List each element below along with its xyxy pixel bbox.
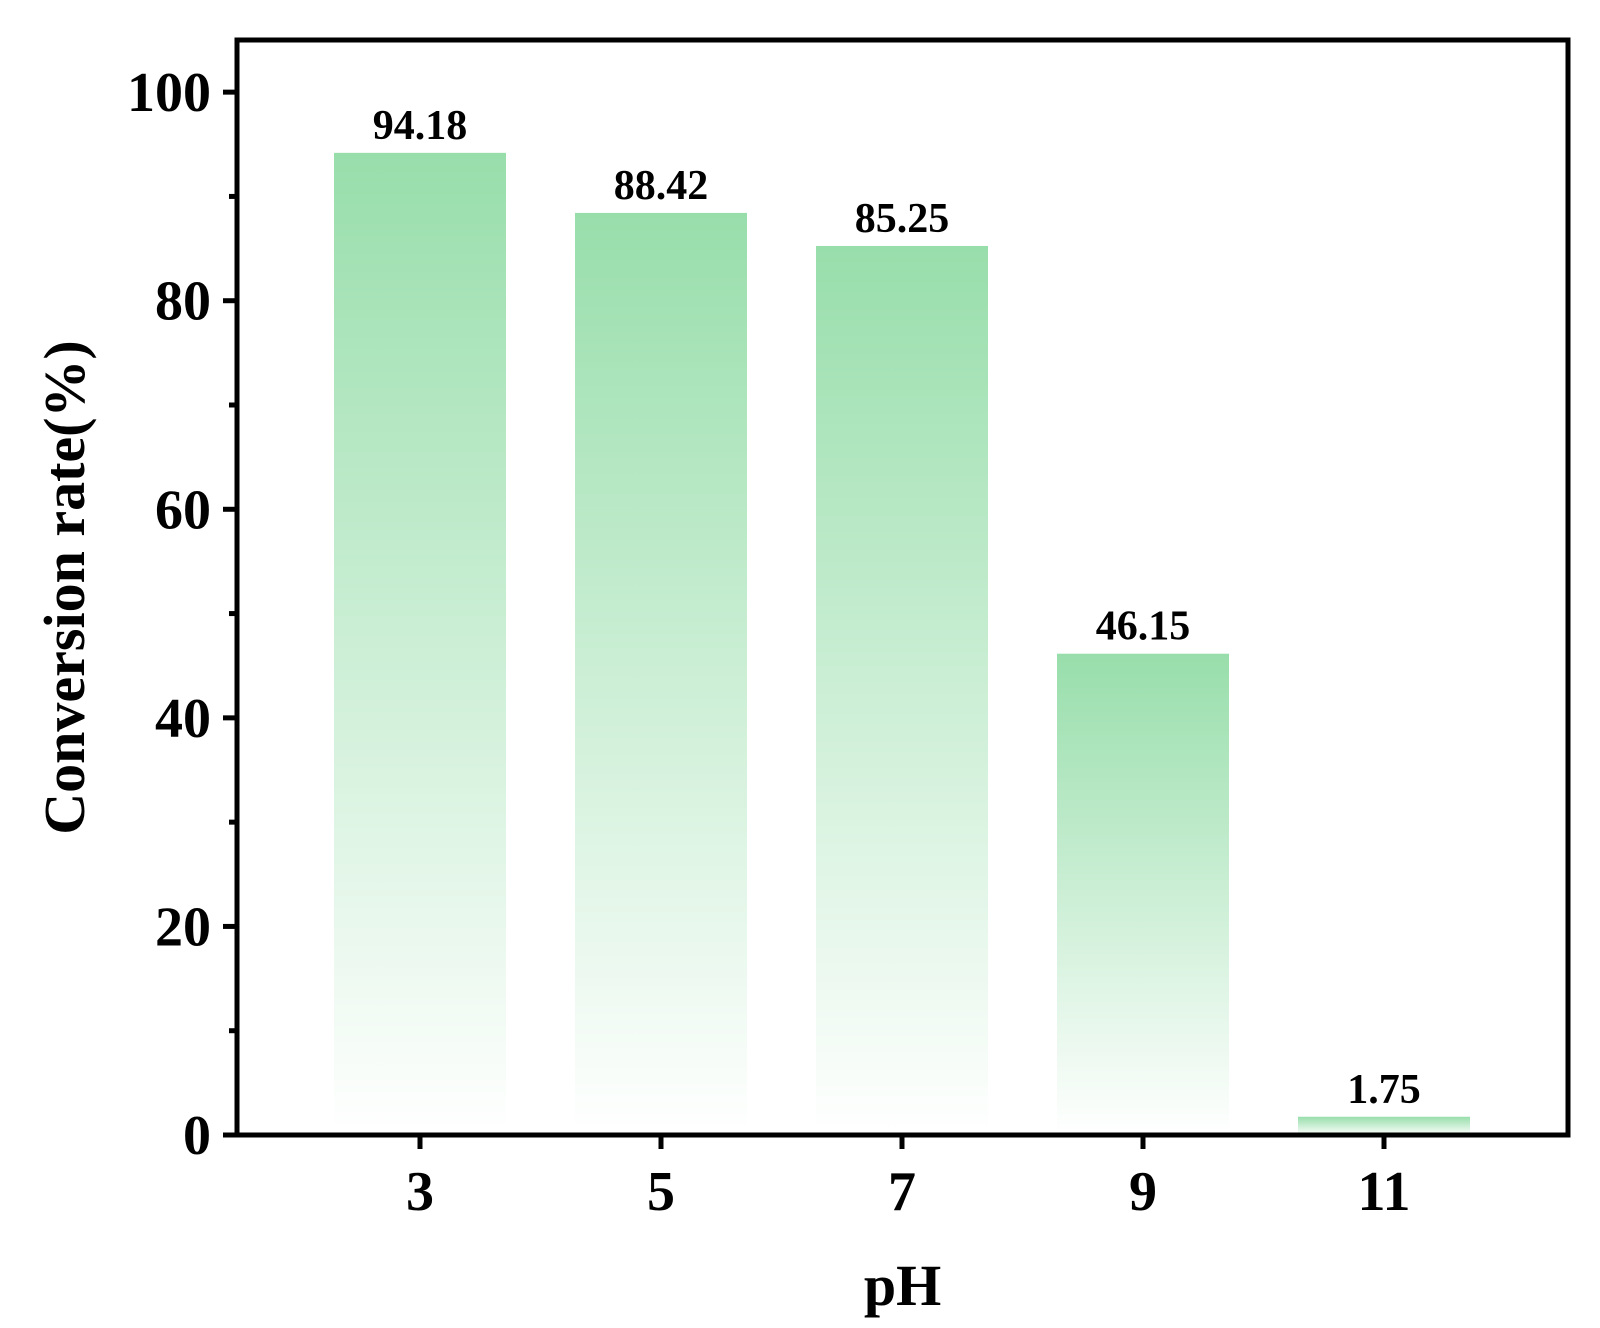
data-label-ph-3: 94.18 [373, 103, 468, 149]
bar-ph-7 [816, 245, 988, 1135]
tick-labels-layer: 0 20 40 60 80 100 3 5 7 9 11 [127, 62, 1410, 1223]
data-labels-layer: 94.18 88.42 85.25 46.15 1.75 [373, 103, 1421, 1113]
x-tick-label: 3 [406, 1161, 434, 1223]
bar-ph-5 [575, 212, 747, 1136]
bar-ph-11 [1298, 1116, 1470, 1135]
y-tick-label: 80 [155, 271, 211, 333]
bar-ph-9 [1057, 653, 1229, 1135]
y-tick-label: 40 [155, 688, 211, 750]
x-tick-label: 5 [647, 1161, 675, 1223]
bar-ph-3 [334, 152, 506, 1135]
bars-layer [334, 152, 1470, 1136]
ticks-layer [223, 89, 1387, 1149]
y-tick-label: 0 [183, 1105, 211, 1167]
y-tick-label: 60 [155, 479, 211, 541]
y-tick-label: 20 [155, 896, 211, 958]
x-axis-title: pH [864, 1253, 941, 1318]
x-tick-label: 7 [888, 1161, 916, 1223]
data-label-ph-11: 1.75 [1347, 1067, 1421, 1113]
data-label-ph-5: 88.42 [614, 163, 709, 209]
x-tick-label: 9 [1129, 1161, 1157, 1223]
y-axis-title: Conversion rate(%) [32, 340, 97, 835]
data-label-ph-9: 46.15 [1096, 604, 1191, 650]
x-tick-label: 11 [1358, 1161, 1411, 1223]
y-tick-label: 100 [127, 62, 211, 124]
data-label-ph-7: 85.25 [855, 196, 950, 242]
